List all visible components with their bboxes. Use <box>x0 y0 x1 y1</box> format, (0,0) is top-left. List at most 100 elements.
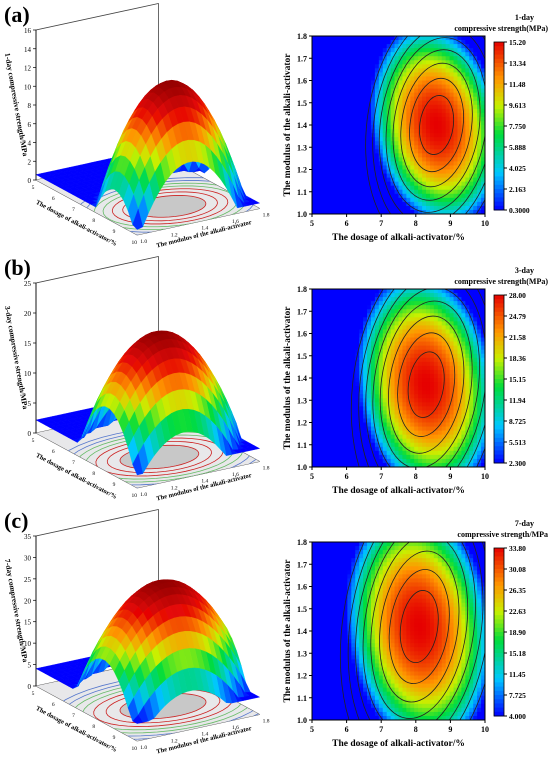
contour-cell <box>477 325 482 331</box>
contour-cell <box>414 108 419 114</box>
contour-cell <box>437 56 443 61</box>
contour-cell <box>441 289 447 294</box>
contour-cell <box>477 177 482 183</box>
contour-cell <box>312 177 317 183</box>
contour-cell <box>429 68 435 74</box>
contour-cell <box>437 68 443 74</box>
contour-cell <box>335 289 341 294</box>
contour-cell <box>370 434 376 440</box>
colorbar-tick-label: 0.3000 <box>509 206 530 215</box>
colorbar-cell <box>494 126 504 131</box>
z-axis-label: 3-day compressive strength/MPa <box>3 305 30 410</box>
contour-cell <box>363 446 368 452</box>
contour-cell <box>414 60 419 65</box>
contour-cell <box>312 169 317 175</box>
contour-cell <box>339 72 345 78</box>
contour-cell <box>418 96 423 102</box>
contour-cell <box>414 402 419 407</box>
contour-cell <box>339 353 345 359</box>
contour-cell <box>319 84 325 90</box>
contour-cell <box>339 209 345 214</box>
contour-cell <box>406 309 411 314</box>
contour-cell <box>469 430 474 436</box>
contour-cell <box>449 438 455 444</box>
contour-cell <box>386 40 392 45</box>
contour-cell <box>323 189 329 195</box>
surface-mesh <box>35 330 261 476</box>
contour-cell <box>473 120 478 126</box>
contour-cell <box>335 349 341 355</box>
contour-cell <box>315 201 321 207</box>
contour-cell <box>367 317 372 322</box>
contour-cell <box>465 161 470 167</box>
contour-cell <box>394 44 400 49</box>
contour-cell <box>465 193 470 199</box>
contour-cell <box>394 373 400 379</box>
contour-cell <box>429 398 435 403</box>
contour-cell <box>343 165 348 171</box>
contour-cell <box>351 40 356 45</box>
contour-cell <box>445 333 451 339</box>
contour-cell <box>331 205 337 211</box>
contour-cell <box>453 36 459 41</box>
contour-cell <box>339 390 345 395</box>
contour-cell <box>457 454 463 460</box>
contour-cell <box>327 84 333 90</box>
contour-cell <box>473 189 478 195</box>
contour-cell <box>363 378 368 383</box>
contour-cell <box>335 357 341 363</box>
contour-cell <box>327 454 333 460</box>
contour-cell <box>429 337 435 343</box>
colorbar-cell <box>494 151 504 156</box>
contour-cell <box>402 357 407 363</box>
contour-cell <box>477 301 482 306</box>
contour-cell <box>481 48 485 53</box>
contour-cell <box>382 414 388 420</box>
contour-cell <box>398 382 404 387</box>
contour-cell <box>370 169 376 175</box>
contour-cell <box>473 125 478 130</box>
contour-cell <box>461 293 466 298</box>
contour-cell <box>359 321 364 327</box>
contour-cell <box>319 181 325 187</box>
contour-cell <box>343 329 348 335</box>
contour-cell <box>465 462 470 467</box>
contour-cell <box>323 438 329 444</box>
contour-cell <box>367 173 372 179</box>
contour-cell <box>437 161 443 167</box>
contour-cell <box>331 333 337 339</box>
contour-cell <box>351 48 356 53</box>
contour-cell <box>312 108 317 114</box>
x-tick-label: 6 <box>52 196 55 202</box>
contour-cell <box>367 450 372 456</box>
contour-cell <box>315 197 321 203</box>
contour-cell <box>382 44 388 49</box>
contour-cell <box>343 205 348 211</box>
contour-cell <box>457 84 463 90</box>
contour-cell <box>343 458 348 464</box>
contour-cell <box>449 149 455 154</box>
contour-cell <box>335 165 341 171</box>
contour-cell <box>382 40 388 45</box>
contour-cell <box>457 189 463 195</box>
contour-cell <box>351 116 356 122</box>
contour-cell <box>327 317 333 322</box>
contour-cell <box>469 442 474 448</box>
contour-cell <box>390 193 396 199</box>
contour-cell <box>386 422 392 428</box>
contour-cell <box>477 80 482 86</box>
contour-cell <box>331 305 337 310</box>
contour-cell <box>433 297 439 302</box>
contour-cell <box>378 141 384 146</box>
contour-cell <box>343 96 348 102</box>
contour-cell <box>445 373 451 379</box>
contour-cell <box>410 116 415 122</box>
contour-cell <box>422 80 427 86</box>
contour-cell <box>363 120 368 126</box>
contour-cell <box>453 438 459 444</box>
contour-cell <box>426 378 431 383</box>
contour-cell <box>437 112 443 118</box>
contour-cell <box>406 189 411 195</box>
contour-cell <box>319 133 325 138</box>
contour-cell <box>367 68 372 74</box>
